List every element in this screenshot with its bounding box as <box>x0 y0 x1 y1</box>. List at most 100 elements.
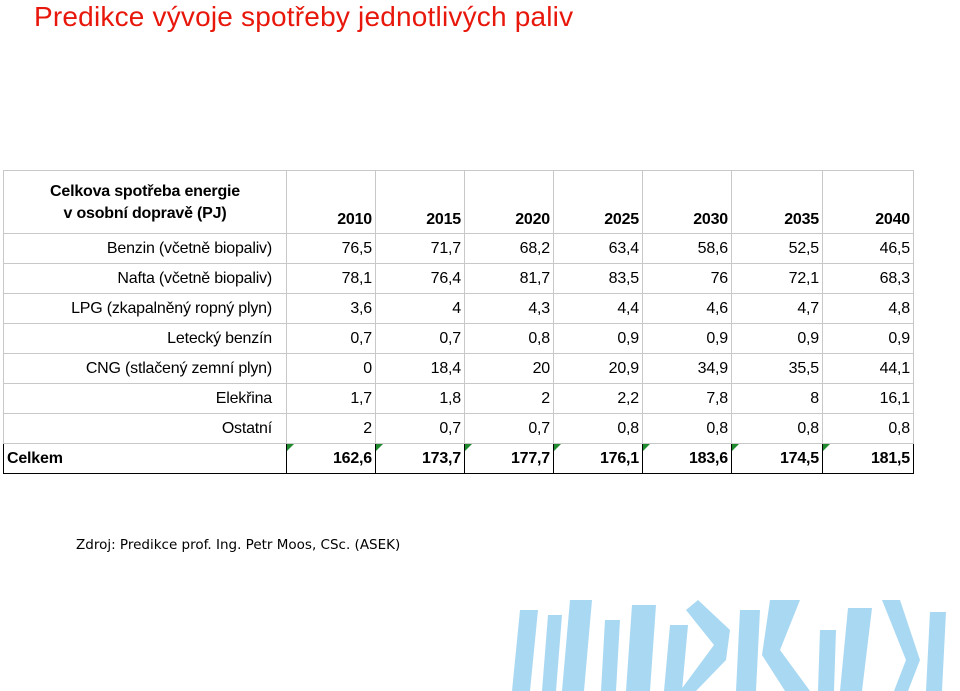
value-cell: 0,7 <box>375 323 465 354</box>
cell-value: 71,7 <box>430 239 462 257</box>
value-cell: 52,5 <box>731 233 823 264</box>
cell-value: 1,8 <box>439 389 461 407</box>
value-cell: 0,8 <box>464 323 554 354</box>
cell-value: 58,6 <box>697 239 729 257</box>
cell-value: 0,9 <box>706 329 728 347</box>
header-label-cell: Celkova spotřeba energie v osobní doprav… <box>3 170 287 234</box>
value-cell: 78,1 <box>286 263 376 294</box>
row-label: CNG (stlačený zemní plyn) <box>3 353 287 384</box>
total-value: 181,5 <box>870 449 910 467</box>
value-cell: 68,3 <box>822 263 914 294</box>
value-cell: 34,9 <box>642 353 732 384</box>
value-cell: 4,3 <box>464 293 554 324</box>
cell-value: 52,5 <box>788 239 820 257</box>
cell-marker-icon <box>732 444 739 451</box>
total-label: Celkem <box>3 443 287 474</box>
cell-value: 35,5 <box>788 359 820 377</box>
decorative-stripes-graphic <box>512 600 946 691</box>
value-cell: 0,9 <box>642 323 732 354</box>
cell-value: 4,7 <box>797 299 819 317</box>
value-cell: 0,7 <box>375 413 465 444</box>
value-cell: 46,5 <box>822 233 914 264</box>
total-value-cell: 177,7 <box>464 443 554 474</box>
cell-marker-icon <box>554 444 561 451</box>
total-value: 177,7 <box>510 449 550 467</box>
cell-value: 0,8 <box>617 419 639 437</box>
cell-value: 76 <box>710 269 729 287</box>
total-value-cell: 173,7 <box>375 443 465 474</box>
value-cell: 0 <box>286 353 376 384</box>
total-value-cell: 162,6 <box>286 443 376 474</box>
value-cell: 0,9 <box>731 323 823 354</box>
value-cell: 16,1 <box>822 383 914 414</box>
cell-value: 0,9 <box>888 329 910 347</box>
cell-value: 63,4 <box>608 239 640 257</box>
cell-value: 0,9 <box>797 329 819 347</box>
cell-value: 4,4 <box>617 299 639 317</box>
cell-value: 83,5 <box>608 269 640 287</box>
cell-value: 2 <box>363 419 372 437</box>
cell-value: 0,7 <box>528 419 550 437</box>
year-header: 2030 <box>642 170 732 234</box>
cell-value: 1,7 <box>350 389 372 407</box>
year-header: 2035 <box>731 170 823 234</box>
table-row: Nafta (včetně biopaliv) 78,1 76,4 81,7 83,5 7… <box>3 263 914 294</box>
year-header: 2020 <box>464 170 554 234</box>
total-value: 174,5 <box>779 449 819 467</box>
cell-value: 4,6 <box>706 299 728 317</box>
value-cell: 4,4 <box>553 293 643 324</box>
page-title: Predikce vývoje spotřeby jednotlivých pa… <box>34 1 574 32</box>
value-cell: 4 <box>375 293 465 324</box>
value-cell: 71,7 <box>375 233 465 264</box>
value-cell: 4,6 <box>642 293 732 324</box>
cell-value: 4,3 <box>528 299 550 317</box>
value-cell: 58,6 <box>642 233 732 264</box>
decorative-stripes <box>500 600 960 691</box>
cell-value: 34,9 <box>697 359 729 377</box>
cell-value: 76,4 <box>430 269 462 287</box>
value-cell: 68,2 <box>464 233 554 264</box>
cell-value: 0,7 <box>439 329 461 347</box>
year-header: 2015 <box>375 170 465 234</box>
row-label: Elekřina <box>3 383 287 414</box>
value-cell: 4,8 <box>822 293 914 324</box>
cell-marker-icon <box>465 444 472 451</box>
cell-value: 72,1 <box>788 269 820 287</box>
cell-value: 16,1 <box>879 389 911 407</box>
total-value-cell: 176,1 <box>553 443 643 474</box>
value-cell: 2 <box>464 383 554 414</box>
total-value-cell: 183,6 <box>642 443 732 474</box>
total-value-cell: 174,5 <box>731 443 823 474</box>
table-row: LPG (zkapalněný ropný plyn) 3,6 4 4,3 4,4 4,6… <box>3 293 914 324</box>
cell-value: 0,8 <box>888 419 910 437</box>
cell-value: 0,7 <box>350 329 372 347</box>
cell-value: 4,8 <box>888 299 910 317</box>
year-header: 2010 <box>286 170 376 234</box>
value-cell: 20,9 <box>553 353 643 384</box>
value-cell: 81,7 <box>464 263 554 294</box>
cell-value: 0,8 <box>528 329 550 347</box>
year-header: 2040 <box>822 170 914 234</box>
value-cell: 7,8 <box>642 383 732 414</box>
cell-value: 20 <box>532 359 551 377</box>
total-value: 173,7 <box>421 449 461 467</box>
cell-marker-icon <box>643 444 650 451</box>
year-header: 2025 <box>553 170 643 234</box>
total-value: 176,1 <box>599 449 639 467</box>
value-cell: 3,6 <box>286 293 376 324</box>
cell-value: 68,2 <box>519 239 551 257</box>
total-value-cell: 181,5 <box>822 443 914 474</box>
cell-value: 8 <box>810 389 819 407</box>
cell-value: 0 <box>363 359 372 377</box>
cell-value: 68,3 <box>879 269 911 287</box>
value-cell: 8 <box>731 383 823 414</box>
value-cell: 0,7 <box>464 413 554 444</box>
cell-value: 76,5 <box>341 239 373 257</box>
value-cell: 2,2 <box>553 383 643 414</box>
value-cell: 83,5 <box>553 263 643 294</box>
cell-value: 78,1 <box>341 269 373 287</box>
value-cell: 0,9 <box>553 323 643 354</box>
header-label-line2: v osobní dopravě (PJ) <box>63 205 227 222</box>
value-cell: 0,9 <box>822 323 914 354</box>
value-cell: 35,5 <box>731 353 823 384</box>
